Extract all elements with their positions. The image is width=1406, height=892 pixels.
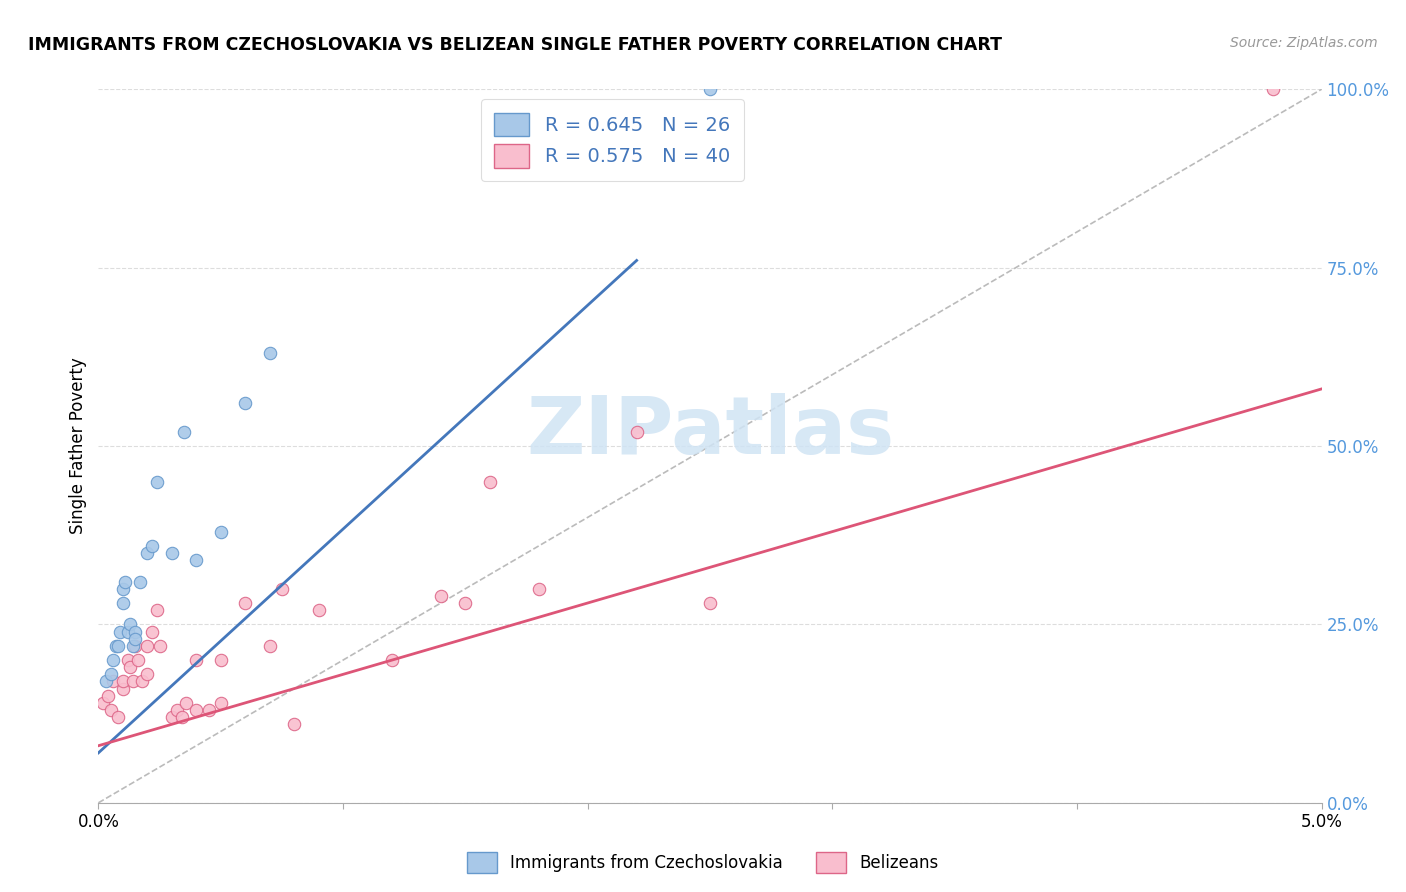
Point (259, 639, 281, 653)
Point (101, 653, 124, 667)
Point (111, 681, 134, 696)
Text: ZIPatlas: ZIPatlas (526, 392, 894, 471)
Point (430, 589, 453, 603)
Point (136, 639, 159, 653)
Point (111, 582, 134, 596)
Point (527, 582, 550, 596)
Point (186, 653, 208, 667)
Point (160, 546, 183, 560)
Point (283, 717, 305, 731)
Point (124, 632, 146, 646)
Point (170, 710, 193, 724)
Point (454, 596, 477, 610)
Point (114, 574, 136, 589)
Point (146, 603, 169, 617)
Point (120, 660, 142, 674)
Point (209, 524, 232, 539)
Point (1261, 82, 1284, 96)
Point (131, 674, 153, 689)
Point (127, 653, 149, 667)
Point (121, 639, 143, 653)
Point (110, 624, 132, 639)
Point (259, 346, 281, 360)
Point (111, 674, 134, 689)
Point (101, 674, 124, 689)
Legend: R = 0.645   N = 26, R = 0.575   N = 40: R = 0.645 N = 26, R = 0.575 N = 40 (481, 99, 744, 181)
Point (136, 667, 159, 681)
Point (124, 624, 146, 639)
Point (308, 603, 330, 617)
Point (699, 82, 721, 96)
Point (270, 582, 292, 596)
Point (176, 696, 198, 710)
Point (160, 710, 183, 724)
Point (209, 696, 232, 710)
Point (120, 617, 142, 632)
Point (129, 574, 152, 589)
Point (107, 710, 129, 724)
Point (233, 596, 256, 610)
Point (233, 396, 256, 410)
Text: Source: ZipAtlas.com: Source: ZipAtlas.com (1230, 36, 1378, 50)
Point (97, 689, 120, 703)
Point (104, 639, 127, 653)
Point (173, 425, 195, 439)
Point (117, 624, 139, 639)
Point (478, 475, 501, 489)
Y-axis label: Single Father Poverty: Single Father Poverty (69, 358, 87, 534)
Point (141, 624, 163, 639)
Point (186, 553, 208, 567)
Point (146, 475, 169, 489)
Point (124, 639, 146, 653)
Point (100, 667, 122, 681)
Point (197, 703, 219, 717)
Point (100, 703, 122, 717)
Point (141, 539, 163, 553)
Point (209, 653, 232, 667)
Text: IMMIGRANTS FROM CZECHOSLOVAKIA VS BELIZEAN SINGLE FATHER POVERTY CORRELATION CHA: IMMIGRANTS FROM CZECHOSLOVAKIA VS BELIZE… (28, 36, 1002, 54)
Point (381, 653, 404, 667)
Point (186, 703, 208, 717)
Point (121, 674, 143, 689)
Point (626, 425, 648, 439)
Point (600, 111, 623, 125)
Point (699, 596, 721, 610)
Point (149, 639, 172, 653)
Point (111, 596, 134, 610)
Point (94, 674, 117, 689)
Legend: Immigrants from Czechoslovakia, Belizeans: Immigrants from Czechoslovakia, Belizean… (460, 846, 946, 880)
Point (91, 696, 114, 710)
Point (136, 546, 159, 560)
Point (107, 639, 129, 653)
Point (117, 653, 139, 667)
Point (166, 703, 188, 717)
